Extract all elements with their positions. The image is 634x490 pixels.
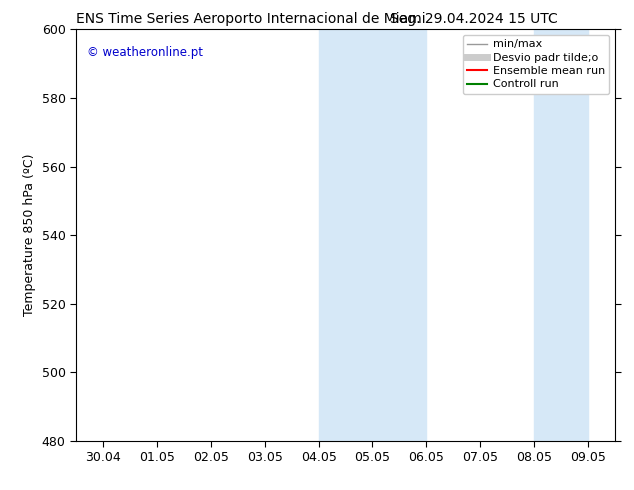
Bar (534, 29, 588, 441)
Bar (319, 29, 373, 441)
Text: © weatheronline.pt: © weatheronline.pt (87, 46, 203, 59)
Bar (373, 29, 426, 441)
Y-axis label: Temperature 850 hPa (ºC): Temperature 850 hPa (ºC) (23, 154, 36, 317)
Text: Seg. 29.04.2024 15 UTC: Seg. 29.04.2024 15 UTC (390, 12, 558, 26)
Legend: min/max, Desvio padr tilde;o, Ensemble mean run, Controll run: min/max, Desvio padr tilde;o, Ensemble m… (463, 35, 609, 94)
Text: ENS Time Series Aeroporto Internacional de Miami: ENS Time Series Aeroporto Internacional … (76, 12, 425, 26)
